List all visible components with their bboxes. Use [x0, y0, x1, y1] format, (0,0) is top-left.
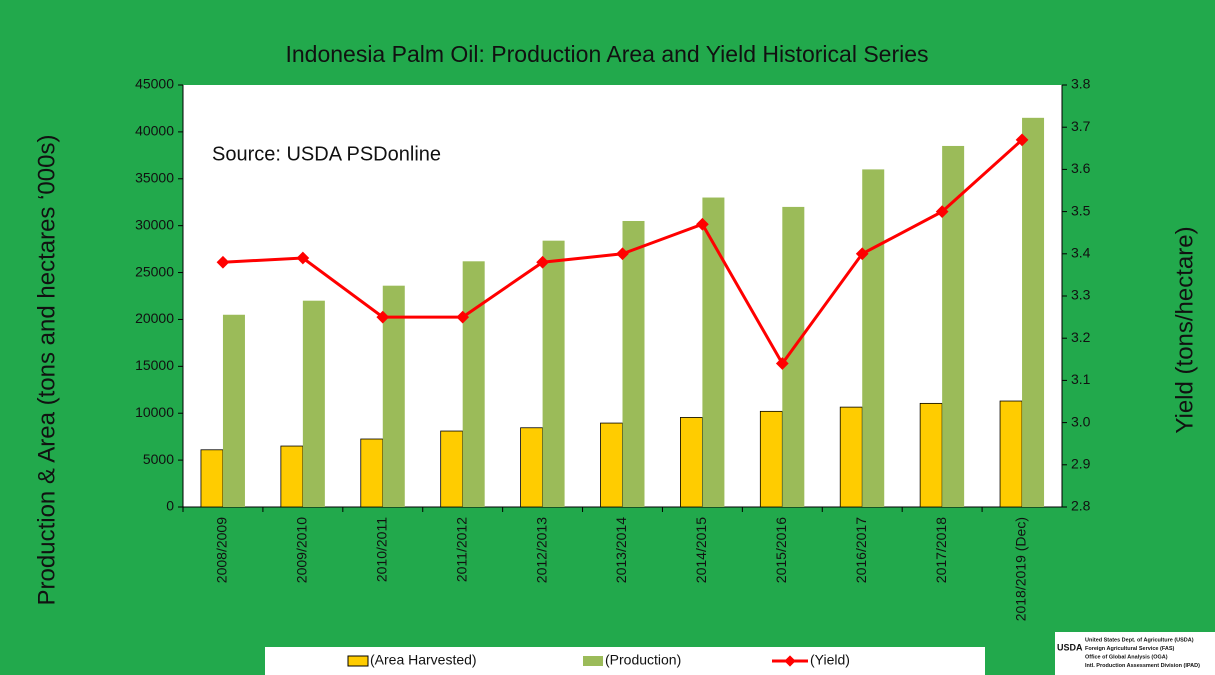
y-tick-label: 45000: [135, 76, 174, 92]
bar: [360, 438, 384, 508]
x-tick-label: 2012/2013: [533, 517, 549, 583]
bar: [1022, 117, 1045, 508]
x-tick-label: 2018/2019 (Dec): [1013, 517, 1029, 621]
legend-swatch: [347, 655, 369, 667]
annotation: Source: USDA PSDonline: [212, 143, 441, 165]
y-tick-label: 15000: [135, 357, 174, 373]
bar: [520, 427, 543, 508]
y-tick-label: 5000: [143, 451, 174, 467]
y-tick-label: 10000: [135, 404, 174, 420]
y2-tick-label: 3.0: [1071, 413, 1091, 429]
y2-tick-label: 3.8: [1071, 76, 1091, 92]
bar: [382, 285, 405, 507]
legend-label: (Area Harvested): [370, 652, 477, 668]
y2-tick-label: 3.3: [1071, 287, 1091, 303]
logo-box: [1055, 632, 1215, 675]
bar: [862, 169, 885, 507]
y-tick-label: 30000: [135, 216, 174, 232]
bar: [222, 314, 245, 507]
legend-swatch: [784, 655, 796, 667]
bar: [542, 240, 565, 507]
bar: [600, 422, 623, 508]
y-tick-label: 25000: [135, 263, 174, 279]
x-tick-label: 2014/2015: [693, 517, 709, 583]
y2-tick-label: 3.4: [1071, 245, 1091, 261]
logo-text: Foreign Agricultural Service (FAS): [1085, 646, 1175, 652]
bar: [999, 400, 1023, 508]
x-tick-label: 2017/2018: [933, 517, 949, 583]
x-tick-label: 2013/2014: [613, 517, 629, 583]
logo-text: United States Dept. of Agriculture (USDA…: [1085, 637, 1194, 643]
legend-box: [265, 647, 985, 675]
x-tick-label: 2008/2009: [214, 517, 230, 583]
x-tick-label: 2015/2016: [773, 517, 789, 583]
y2-tick-label: 2.9: [1071, 456, 1091, 472]
bar: [782, 206, 805, 507]
chart-title: Indonesia Palm Oil: Production Area and …: [285, 41, 928, 67]
x-tick-label: 2011/2012: [453, 517, 469, 582]
y-tick-label: 0: [166, 498, 174, 514]
legend-label: (Yield): [810, 652, 850, 668]
marker: [216, 255, 230, 269]
y2-tick-label: 2.8: [1071, 498, 1091, 514]
bar: [839, 406, 863, 508]
logo-text: Office of Global Analysis (OGA): [1085, 654, 1168, 660]
y-tick-label: 20000: [135, 310, 174, 326]
y2-tick-label: 3.5: [1071, 202, 1091, 218]
logo-mark: USDA: [1057, 642, 1083, 652]
x-tick-label: 2010/2011: [373, 517, 389, 582]
bar: [680, 417, 703, 508]
y2-tick-label: 3.7: [1071, 118, 1091, 134]
bar: [462, 261, 485, 507]
y2-axis-label: Yield (tons/hectare): [1171, 226, 1198, 433]
bar: [302, 300, 325, 507]
x-tick-label: 2009/2010: [294, 517, 310, 583]
y2-tick-label: 3.2: [1071, 329, 1091, 345]
marker: [456, 310, 470, 324]
y-tick-label: 40000: [135, 123, 174, 139]
bar: [200, 449, 224, 508]
legend-swatch: [583, 656, 603, 666]
y-axis-label: Production & Area (tons and hectares ‘00…: [33, 135, 60, 606]
bar: [759, 410, 783, 508]
marker: [376, 310, 390, 324]
bar: [942, 145, 965, 507]
bar: [702, 197, 725, 508]
logo-text: Intl. Production Assessment Division (IP…: [1085, 663, 1200, 669]
bar: [622, 220, 645, 507]
bar: [440, 430, 464, 508]
y-tick-label: 35000: [135, 169, 174, 185]
bar: [280, 445, 304, 508]
legend-label: (Production): [605, 652, 681, 668]
y2-tick-label: 3.1: [1071, 371, 1091, 387]
y2-tick-label: 3.6: [1071, 160, 1091, 176]
x-tick-label: 2016/2017: [853, 517, 869, 583]
bar: [919, 402, 943, 508]
